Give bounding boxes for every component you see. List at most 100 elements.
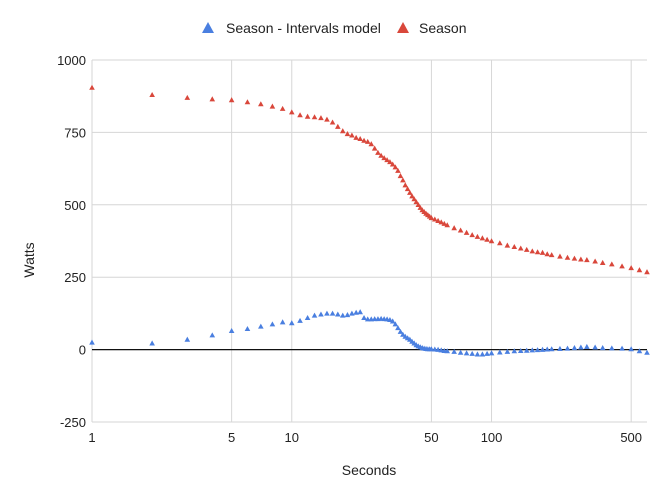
data-point xyxy=(432,216,438,222)
data-point xyxy=(413,199,420,205)
legend-item-season[interactable]: Season xyxy=(397,20,466,36)
data-point xyxy=(389,318,396,324)
data-point xyxy=(523,246,530,252)
data-point xyxy=(628,265,634,271)
legend: Season - Intervals model Season xyxy=(202,20,466,36)
data-point xyxy=(578,256,584,262)
data-point xyxy=(304,113,311,119)
data-point xyxy=(599,345,606,351)
data-point xyxy=(571,255,578,261)
y-tick-label: 1000 xyxy=(57,53,86,68)
data-point xyxy=(592,344,598,350)
data-point xyxy=(184,336,191,342)
data-point xyxy=(387,316,393,323)
data-point xyxy=(344,131,351,137)
data-point xyxy=(584,343,590,349)
data-point xyxy=(318,311,324,317)
data-point xyxy=(619,345,625,351)
x-tick-label: 50 xyxy=(424,430,438,445)
data-point xyxy=(387,159,393,165)
data-point xyxy=(451,348,457,354)
data-point xyxy=(564,345,571,351)
data-point xyxy=(335,123,341,129)
data-point xyxy=(402,182,409,188)
data-point xyxy=(457,349,464,355)
data-point xyxy=(392,321,399,327)
data-point xyxy=(392,164,399,170)
data-point xyxy=(288,109,295,115)
data-point xyxy=(318,115,324,121)
data-point xyxy=(544,346,551,352)
data-point xyxy=(339,312,346,318)
x-axis-title: Seconds xyxy=(342,462,396,478)
data-point xyxy=(484,350,490,356)
data-point xyxy=(636,348,643,354)
data-point xyxy=(644,349,650,355)
data-point xyxy=(484,236,490,242)
data-point xyxy=(548,346,555,352)
data-point xyxy=(636,267,643,273)
data-point xyxy=(511,348,518,354)
data-point xyxy=(557,345,563,351)
data-point xyxy=(609,261,615,267)
y-axis-title: Watts xyxy=(21,242,37,277)
series-1 xyxy=(89,84,650,275)
data-point xyxy=(463,350,470,356)
data-point xyxy=(479,351,486,357)
data-point xyxy=(441,220,448,226)
data-point xyxy=(297,112,303,118)
x-tick-labels: 1 5 10 50 100 500 xyxy=(88,430,642,445)
data-point xyxy=(184,94,191,100)
x-tick-label: 1 xyxy=(88,430,95,445)
data-point xyxy=(539,249,546,255)
x-tick-label: 500 xyxy=(620,430,642,445)
data-point xyxy=(444,348,451,354)
data-point xyxy=(479,235,486,241)
data-point xyxy=(497,240,503,246)
y-tick-label: 750 xyxy=(64,125,86,140)
data-point xyxy=(534,249,541,255)
data-point xyxy=(311,114,318,120)
data-point xyxy=(375,149,381,155)
data-point xyxy=(353,309,359,315)
legend-marker-model xyxy=(202,22,214,33)
data-points xyxy=(89,84,650,357)
data-point xyxy=(324,310,330,316)
data-point xyxy=(361,137,367,143)
data-point xyxy=(529,347,536,353)
data-point xyxy=(564,254,571,260)
legend-marker-season xyxy=(397,22,409,33)
data-point xyxy=(381,155,387,161)
data-point xyxy=(584,257,590,263)
data-point xyxy=(371,145,378,151)
data-point xyxy=(228,97,235,103)
data-point xyxy=(411,196,417,202)
data-point xyxy=(609,345,615,351)
y-tick-labels: -250 0 250 500 750 1000 xyxy=(57,53,86,430)
data-point xyxy=(571,345,578,351)
data-point xyxy=(335,311,341,317)
data-point xyxy=(228,327,235,334)
legend-item-model[interactable]: Season - Intervals model xyxy=(202,20,381,36)
data-point xyxy=(349,132,355,138)
data-point xyxy=(364,138,371,144)
data-point xyxy=(364,316,371,322)
data-point xyxy=(395,325,401,331)
data-point xyxy=(209,96,216,102)
data-point xyxy=(451,225,457,231)
grid xyxy=(91,59,647,423)
data-point xyxy=(599,259,606,265)
data-point xyxy=(517,245,524,251)
data-point xyxy=(395,167,401,173)
data-point xyxy=(463,229,470,235)
series-0 xyxy=(89,309,650,357)
x-tick-label: 100 xyxy=(481,430,503,445)
y-tick-label: 0 xyxy=(79,343,86,358)
data-point xyxy=(407,189,413,195)
data-point xyxy=(269,321,276,327)
data-point xyxy=(297,317,303,323)
data-point xyxy=(469,350,475,356)
data-point xyxy=(529,248,536,254)
y-tick-label: 500 xyxy=(64,198,86,213)
y-tick-label: -250 xyxy=(60,415,86,430)
